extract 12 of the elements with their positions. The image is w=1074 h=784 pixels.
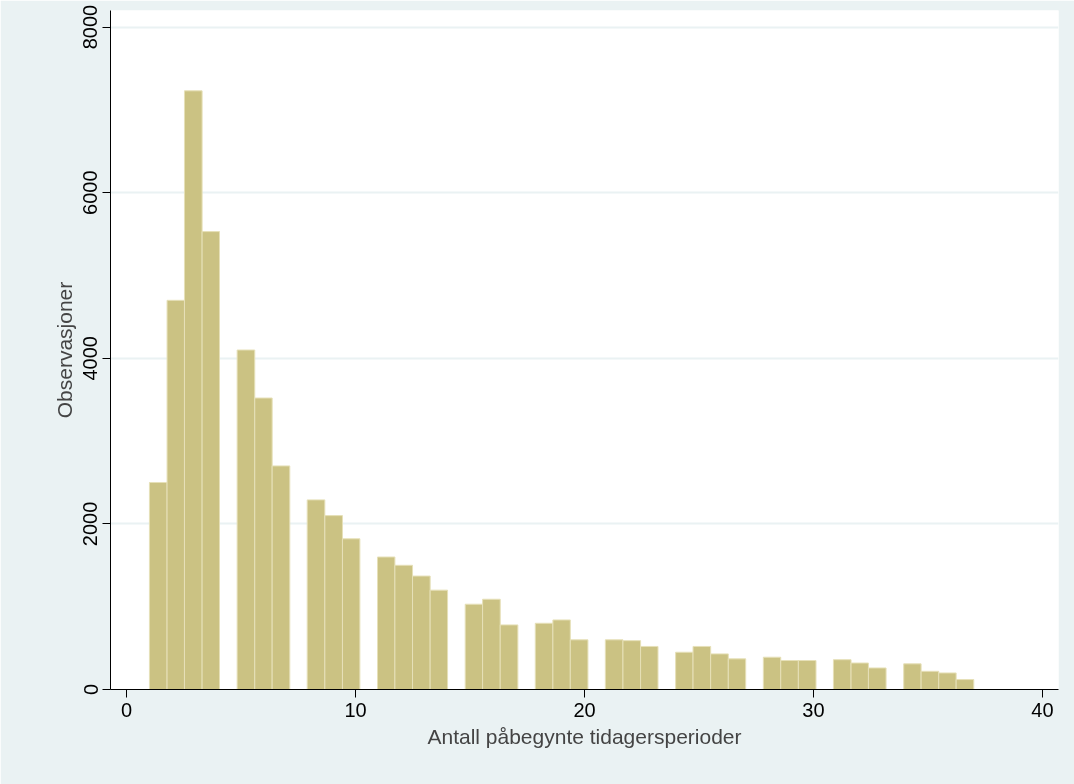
x-tick-label: 20 xyxy=(573,698,596,721)
x-axis-title: Antall påbegynte tidagersperioder xyxy=(427,724,742,748)
y-axis-title: Observasjoner xyxy=(52,281,76,419)
y-tick-label: 4000 xyxy=(79,336,102,381)
y-tick-label: 6000 xyxy=(79,170,102,215)
y-tick-label: 8000 xyxy=(79,4,102,50)
x-tick-label: 10 xyxy=(344,698,367,721)
y-tick-label: 0 xyxy=(79,683,102,696)
x-tick-label: 30 xyxy=(802,698,825,721)
x-tick-label: 40 xyxy=(1031,698,1054,721)
y-tick-label: 2000 xyxy=(79,501,102,547)
x-tick-label: 0 xyxy=(120,698,133,721)
